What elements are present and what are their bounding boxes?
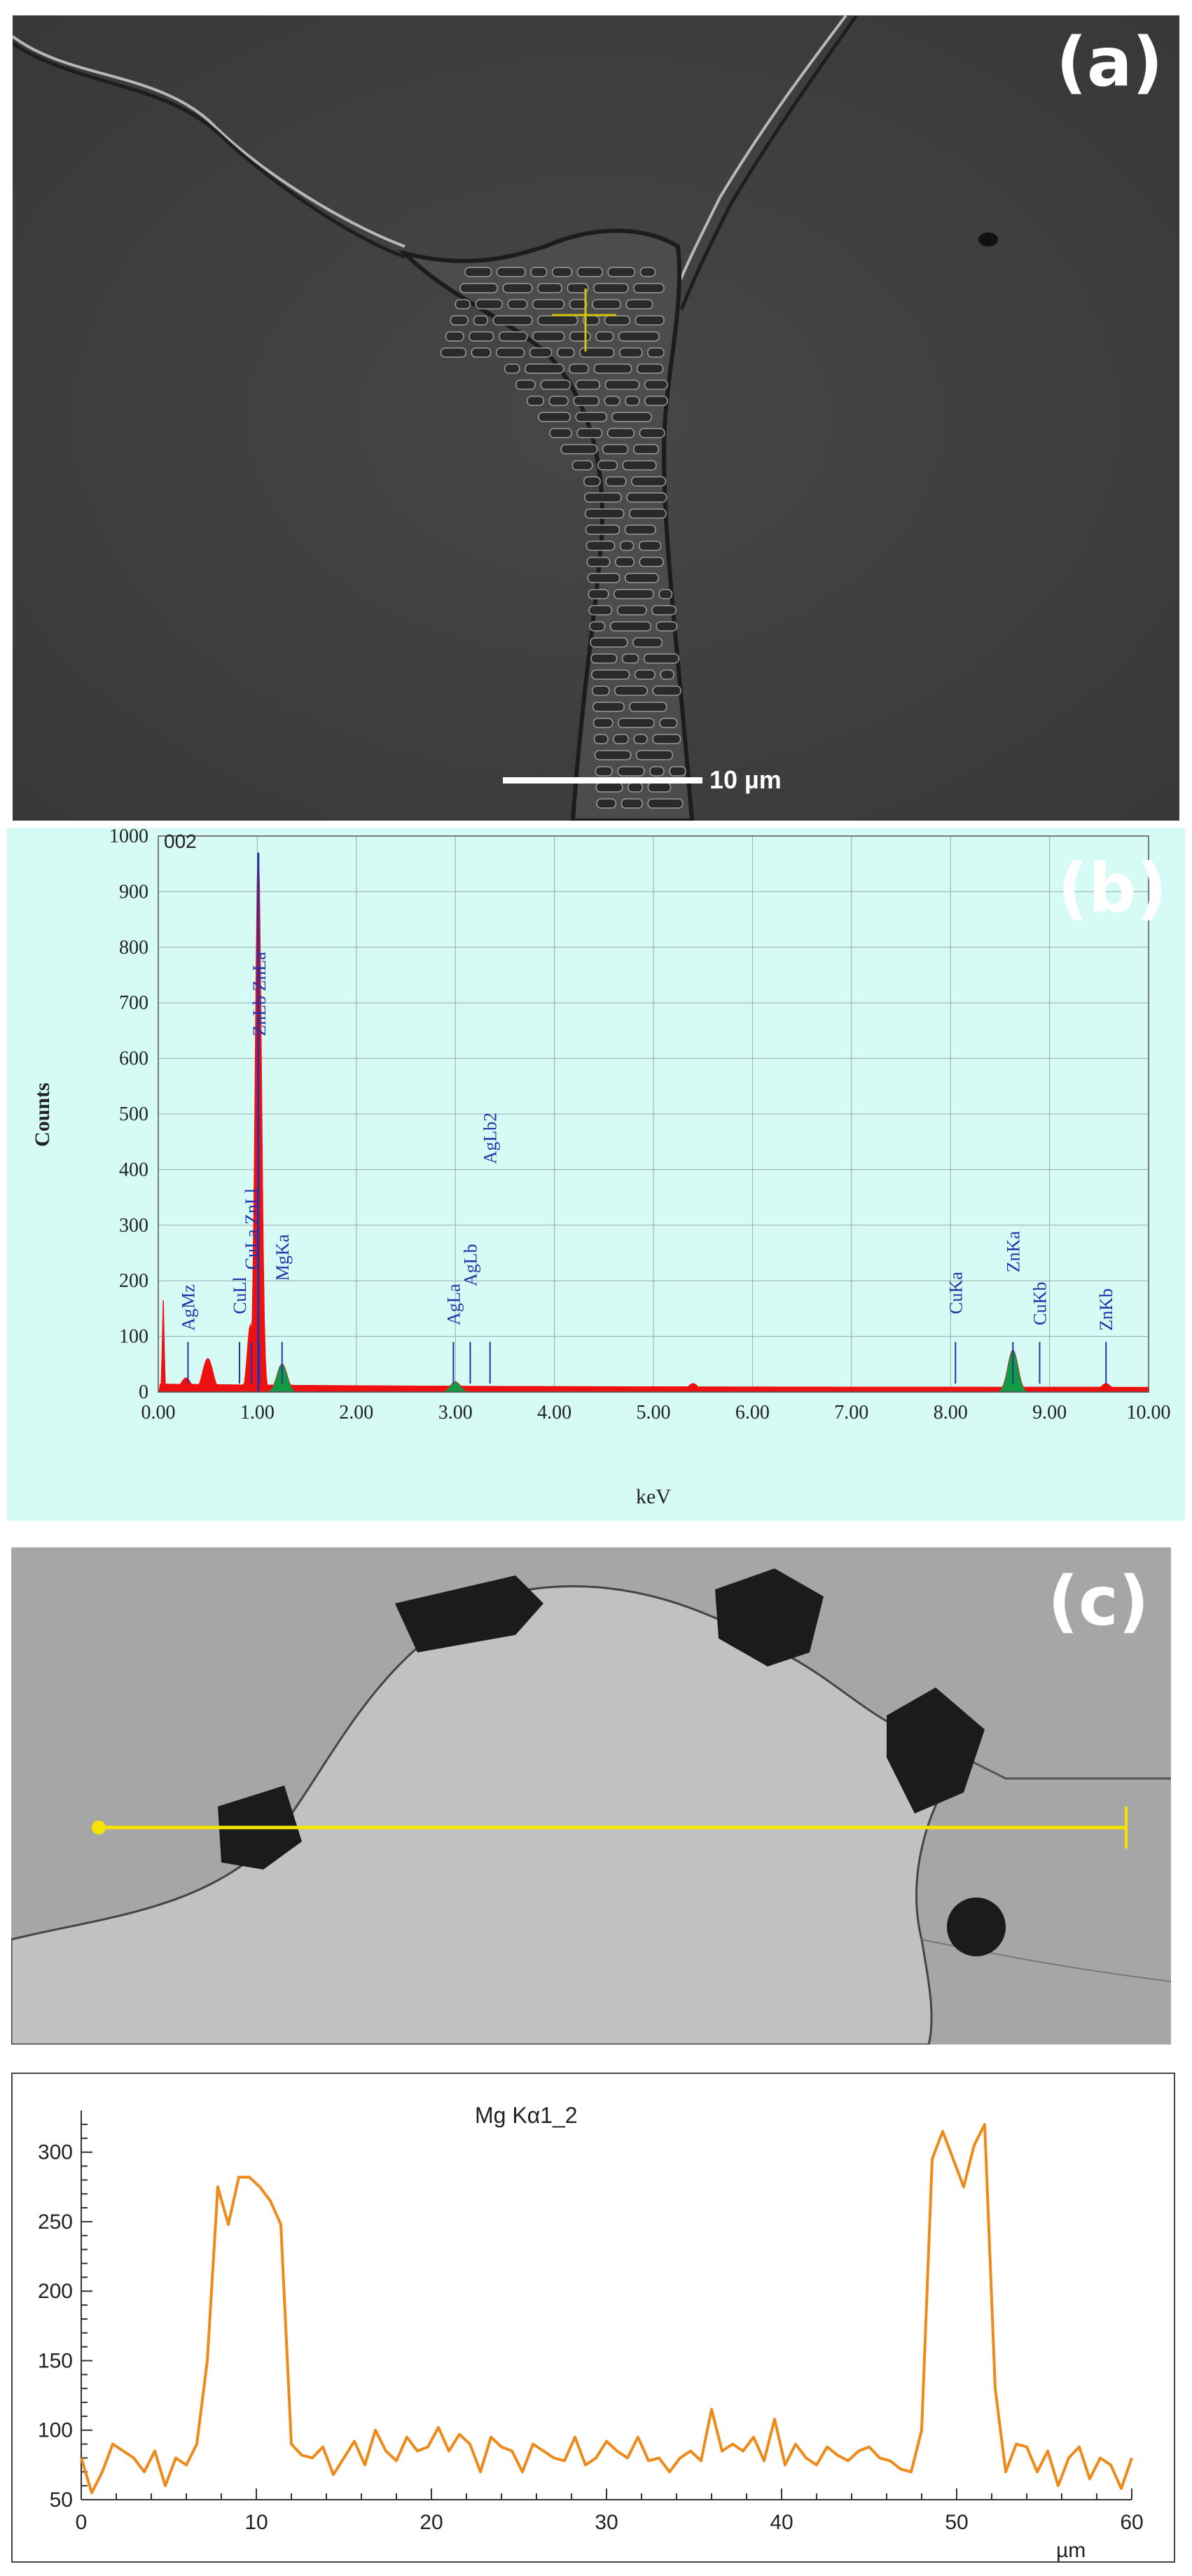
x-tick-label: 30 [595, 2511, 618, 2534]
panel-label-c: (c) [1048, 1562, 1149, 1641]
peak-label: AgLb [460, 1244, 480, 1286]
x-tick-label: 8.00 [934, 1402, 968, 1423]
y-tick-label: 900 [119, 881, 148, 903]
y-tick-label: 150 [38, 2349, 73, 2372]
peak-label: AgLa [443, 1283, 464, 1325]
peak-label: CuKa [945, 1272, 966, 1314]
x-tick-label: 1.00 [240, 1402, 275, 1423]
surface-pit [978, 232, 998, 246]
x-tick-label: 7.00 [834, 1402, 868, 1423]
sem-image-panel-a: 10 µm (a) [13, 15, 1179, 821]
y-tick-label: 500 [119, 1103, 148, 1125]
x-tick-label: 5.00 [637, 1402, 671, 1423]
line-scan-start [92, 1820, 106, 1834]
bse-micrograph: (c) [11, 1547, 1171, 2045]
y-tick-labels: 0 100 200 300 400 500 600 700 800 900 1000 [109, 828, 148, 1403]
scale-bar [503, 777, 702, 784]
series-legend: Mg Kα1_2 [475, 2103, 578, 2128]
peak-label: ZnKb [1096, 1288, 1116, 1331]
x-tick-label: 20 [420, 2511, 443, 2534]
peak-label: CuLa ZnLl [242, 1188, 262, 1269]
x-tick-label: 10 [244, 2511, 268, 2534]
x-tick-label: 6.00 [735, 1402, 770, 1423]
x-tick-label: 60 [1120, 2511, 1143, 2534]
x-tick-label: 9.00 [1032, 1402, 1067, 1423]
y-tick-label: 300 [38, 2141, 73, 2164]
peak-label: AgLb2 [480, 1113, 501, 1164]
x-tick-label: 10.00 [1127, 1402, 1171, 1423]
spectrum-id: 002 [164, 830, 197, 852]
y-tick-label: 50 [50, 2488, 73, 2512]
x-tick-label: 0 [76, 2511, 88, 2534]
x-tick-label: 40 [770, 2511, 793, 2534]
y-tick-label: 0 [139, 1381, 148, 1403]
eutectic-lamellae [440, 267, 686, 809]
y-tick-label: 200 [38, 2280, 73, 2303]
x-tick-labels: 0.00 1.00 2.00 3.00 4.00 5.00 6.00 7.00 8.00 9.00… [141, 1402, 1171, 1423]
x-tick-label: 0.00 [141, 1402, 176, 1423]
peak-label: ZnLb ZnLa [249, 952, 270, 1036]
panel-label-b: (b) [1058, 849, 1167, 928]
y-tick-label: 700 [119, 992, 148, 1014]
grain-boundary [670, 15, 847, 303]
y-tick-label: 1000 [109, 828, 148, 847]
y-tick-label: 100 [38, 2419, 73, 2442]
x-tick-label: 3.00 [438, 1402, 473, 1423]
tick-labels: 0 10 20 30 40 50 60 50 100 150 200 250 300 [38, 2141, 1144, 2534]
peak-label: AgMz [178, 1284, 198, 1330]
element-peak-overlay [440, 1381, 471, 1392]
peak-label: MgKa [272, 1234, 293, 1281]
mg-rich-particle [947, 1898, 1006, 1956]
y-tick-label: 100 [119, 1326, 148, 1348]
mg-linescan-series [80, 2123, 1133, 2495]
peak-label: CuLl [230, 1276, 250, 1314]
x-tick-label: 50 [945, 2511, 968, 2534]
eds-spectrum-panel-b: AgMz CuLl CuLa ZnLl ZnLb ZnLa MgKa AgLa AgLb Ag… [7, 828, 1185, 1521]
x-tick-label: 2.00 [339, 1402, 373, 1423]
mg-rich-particle [715, 1568, 824, 1666]
bse-image-panel-c: (c) [11, 1547, 1171, 2045]
mg-linescan-line [80, 2123, 1133, 2495]
peak-label: CuKb [1030, 1282, 1050, 1325]
y-tick-label: 800 [119, 937, 148, 959]
chart-axes [81, 2110, 1132, 2500]
x-axis-unit: µm [1056, 2539, 1086, 2561]
scale-bar-label: 10 µm [709, 765, 782, 794]
y-axis-label: Counts [31, 1082, 54, 1147]
peak-label: ZnKa [1003, 1231, 1023, 1273]
sem-micrograph: 10 µm (a) [13, 15, 1179, 821]
grain-boundary [13, 35, 406, 248]
y-tick-label: 300 [119, 1215, 148, 1237]
y-tick-label: 600 [119, 1048, 148, 1070]
x-tick-label: 4.00 [537, 1402, 571, 1423]
linescan-profile-panel: 0 10 20 30 40 50 60 50 100 150 200 250 300 Mg Kα1_2 … [11, 2073, 1175, 2563]
mg-rich-particle [395, 1575, 543, 1652]
crosshair-marker [552, 288, 616, 351]
x-axis-label: keV [636, 1485, 671, 1508]
mg-rich-particle [887, 1687, 985, 1813]
panel-label-a: (a) [1056, 23, 1163, 102]
y-tick-label: 250 [38, 2211, 73, 2234]
y-tick-label: 400 [119, 1159, 148, 1181]
y-tick-label: 200 [119, 1270, 148, 1292]
